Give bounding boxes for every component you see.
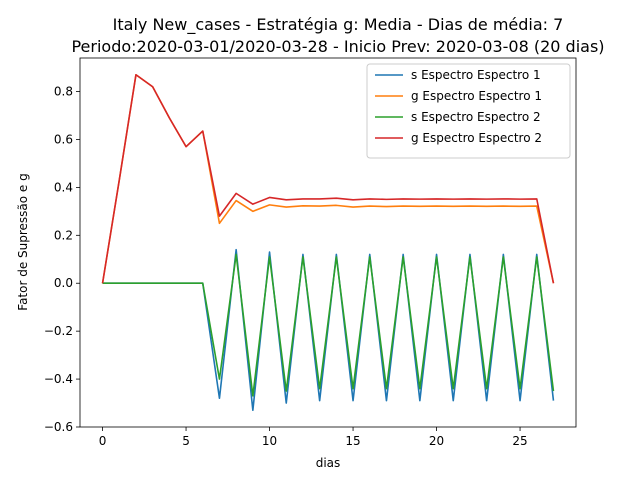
y-tick-label: 0.0	[54, 276, 73, 290]
y-tick-label: 0.4	[54, 180, 73, 194]
x-tick-label: 5	[182, 434, 190, 448]
legend-label-3: s Espectro Espectro 2	[411, 110, 541, 124]
legend-label-1: s Espectro Espectro 1	[411, 68, 541, 82]
legend-box	[366, 63, 571, 159]
legend: s Espectro Espectro 1 g Espectro Espectro…	[366, 63, 571, 159]
chart-title-line2: Periodo:2020-03-01/2020-03-28 - Inicio P…	[71, 37, 604, 56]
y-tick-label: 0.8	[54, 85, 73, 99]
y-tick-label: 0.2	[54, 228, 73, 242]
legend-label-2: g Espectro Espectro 1	[411, 89, 542, 103]
x-tick-label: 10	[262, 434, 277, 448]
series-line-4	[101, 73, 555, 284]
x-tick-label: 0	[99, 434, 107, 448]
legend-label-4: g Espectro Espectro 2	[411, 131, 542, 145]
axes-frame	[79, 57, 577, 428]
y-axis-label: Fator de Supressão e g	[16, 173, 30, 310]
y-tick-label: 0.6	[54, 132, 73, 146]
x-tick-label: 20	[429, 434, 444, 448]
x-tick-label: 15	[345, 434, 360, 448]
y-tick-label: −0.6	[44, 420, 73, 434]
chart-title-line1: Italy New_cases - Estratégia g: Media - …	[113, 15, 564, 35]
y-tick-label: −0.2	[44, 324, 73, 338]
x-tick-label: 25	[512, 434, 527, 448]
x-axis-label: dias	[316, 456, 341, 470]
y-tick-label: −0.4	[44, 372, 73, 386]
series-line-3	[102, 253, 555, 397]
plot-area: 0 5 10 15 20 25 −0.6 −0.4 −0.2 0.0 0.2 0.4 0.6 0.8	[44, 57, 577, 448]
